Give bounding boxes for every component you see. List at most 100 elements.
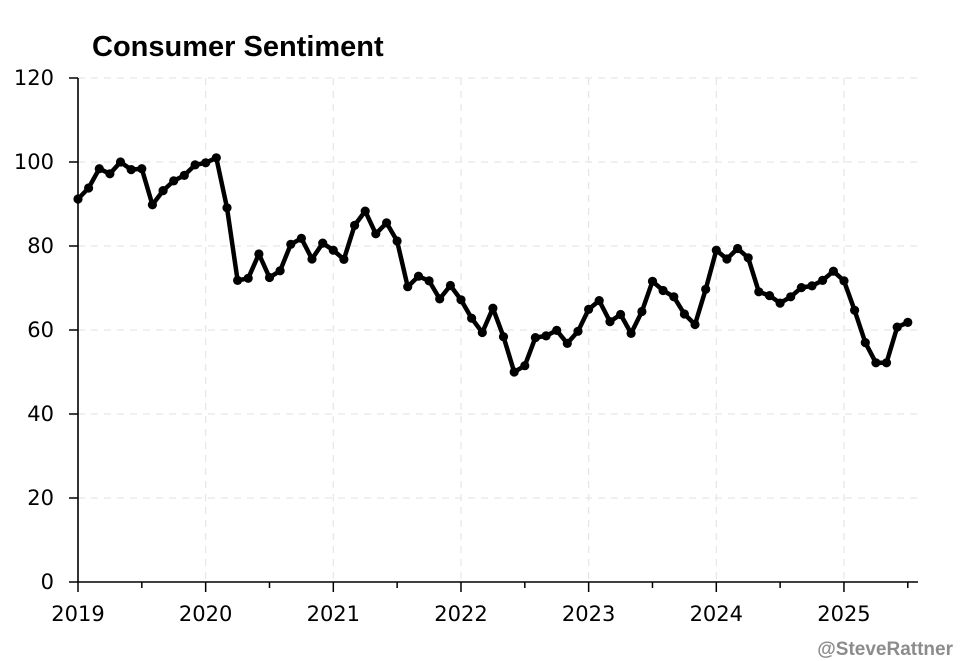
data-point [541,331,551,341]
y-tick-label: 100 [14,150,54,174]
y-tick-label: 40 [27,402,54,426]
data-point [616,309,626,320]
data-point [552,325,562,335]
y-tick-label: 80 [27,234,54,258]
data-point [413,271,424,281]
data-point [275,266,285,276]
data-point [350,220,360,230]
data-point [456,295,466,305]
data-point [371,229,381,239]
data-point [754,287,764,297]
data-point [647,276,658,286]
data-point [233,275,243,285]
x-tick-label: 2023 [562,602,615,626]
data-point [211,153,221,163]
data-point [701,284,711,294]
data-point [254,249,264,259]
data-point [179,170,189,180]
chart-title: Consumer Sentiment [92,31,384,63]
data-point [881,358,892,368]
data-point [318,238,328,248]
x-tick-label: 2024 [690,602,743,626]
data-point [786,292,796,302]
data-point [147,200,157,210]
x-tick-label: 2022 [434,602,487,626]
data-point [871,358,881,368]
data-point [94,164,104,174]
data-point [679,309,690,319]
x-tick-label: 2020 [179,602,232,626]
data-point [594,296,604,306]
data-point [743,253,753,263]
data-point [392,236,402,246]
y-tick-label: 60 [27,318,54,342]
data-point [73,194,83,204]
data-point [764,291,775,301]
data-point [424,276,434,286]
y-tick-label: 20 [27,486,54,510]
data-point [190,160,200,170]
data-point [445,280,455,291]
data-point [137,164,147,174]
data-point [839,276,849,286]
data-point [637,306,647,317]
data-point [850,305,860,315]
data-point [307,254,317,264]
data-point [860,338,870,348]
data-point [296,233,306,243]
data-point [382,218,392,228]
data-point [626,328,636,338]
data-point [84,183,94,193]
data-point [796,283,807,293]
data-point [498,332,509,342]
data-point [807,281,817,291]
x-tick-label: 2019 [51,602,104,626]
watermark: @SteveRattner [817,639,953,660]
data-point [669,292,679,302]
data-point [126,165,136,175]
data-point [775,298,785,308]
data-point [584,304,594,314]
data-point [530,333,541,343]
data-point [690,319,700,330]
data-point [562,338,572,348]
data-point [243,273,253,283]
data-point [477,327,487,338]
data-point [169,176,179,186]
data-point [509,367,519,377]
data-point [722,254,732,264]
data-point [328,245,338,255]
data-point [158,186,168,196]
x-tick-label: 2021 [307,602,360,626]
data-point [733,243,743,254]
data-point [605,317,615,327]
data-point [105,169,115,179]
data-point [115,157,126,167]
data-point [201,158,211,168]
data-point [658,285,668,296]
data-point [903,317,913,327]
data-point [488,303,498,313]
data-point [222,203,232,213]
data-point [403,282,413,292]
data-point [360,206,370,216]
data-point [467,313,477,323]
data-point [435,294,445,304]
data-point [828,266,839,276]
data-point [711,245,721,255]
data-point [520,361,530,371]
series-line [75,155,911,375]
tick-labels: 0 20 40 60 80 100 120 2019 2020 2021 2022 2023 2024 2… [14,66,871,626]
x-tick-label: 2025 [817,602,870,626]
data-point [286,239,296,249]
data-point [818,275,828,285]
y-tick-label: 0 [41,570,54,594]
data-point [264,272,275,283]
data-point [573,326,583,336]
y-tick-label: 120 [14,66,54,90]
data-points [73,153,913,377]
series-layer [75,155,911,375]
data-point [339,254,349,264]
data-point [892,322,902,332]
